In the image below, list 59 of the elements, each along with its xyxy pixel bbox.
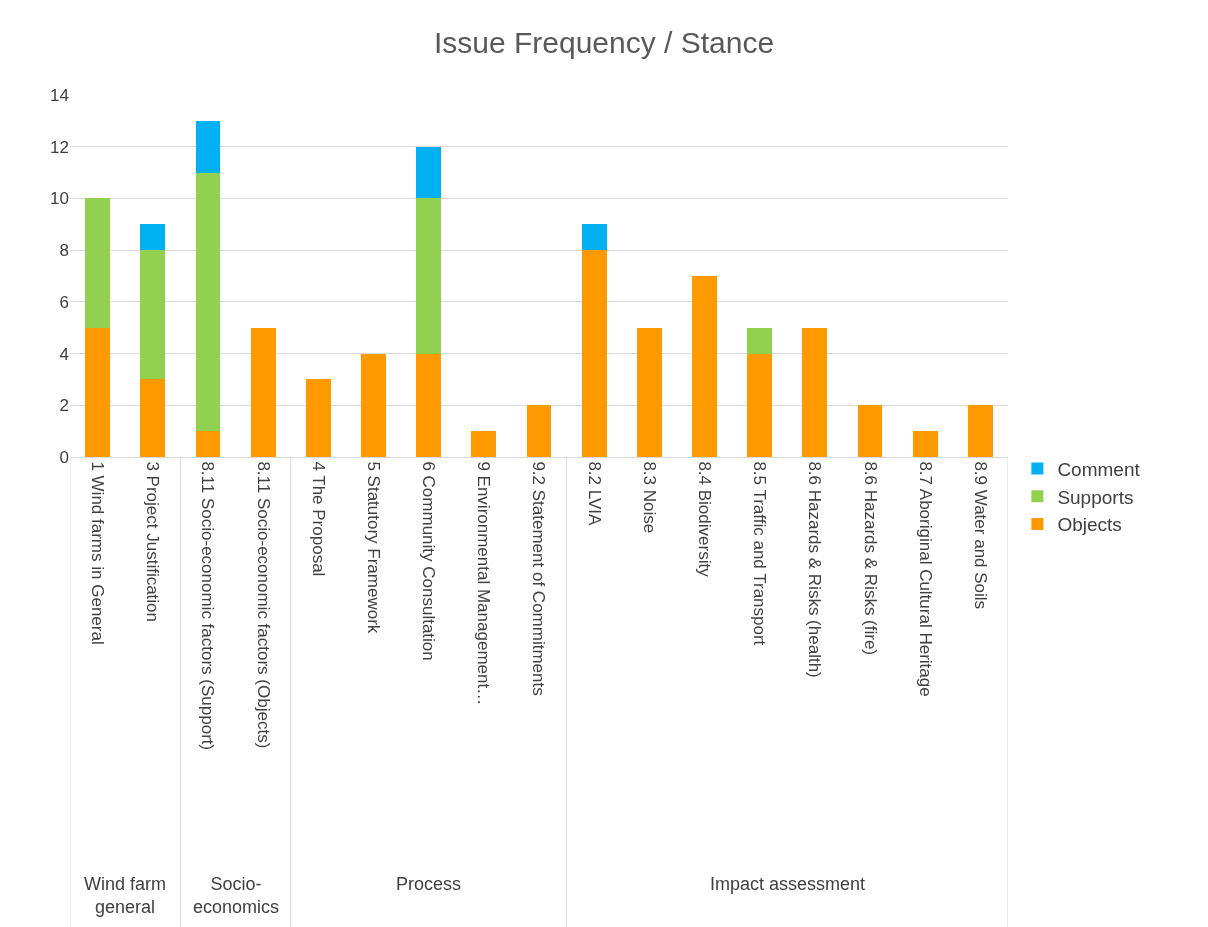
x-tick-label: 8.4 Biodiversity: [695, 461, 715, 578]
bar: [140, 224, 166, 251]
bar: [747, 327, 773, 354]
x-tick-label: 9.2 Statement of Commitments: [529, 461, 549, 696]
x-tick-label: 6 Community Consultation: [419, 461, 439, 661]
x-tick-label: 8.3 Noise: [639, 461, 659, 534]
bar: [305, 379, 331, 457]
bar: [581, 224, 607, 251]
bar: [140, 250, 166, 380]
x-tick-label: 8.7 Aboriginal Cultural Heritage: [915, 461, 935, 697]
chart-title: Issue Frequency / Stance: [433, 26, 775, 60]
legend-label: Supports: [1057, 486, 1134, 508]
x-tick-label: 8.6 Hazards & Risks (fire): [860, 461, 880, 656]
bar: [912, 431, 938, 457]
y-tick-label: 2: [59, 396, 69, 416]
bar: [85, 198, 110, 328]
y-tick-label: 8: [59, 241, 69, 261]
bar: [416, 353, 442, 457]
y-tick-label: 12: [50, 137, 69, 157]
bar: [636, 327, 662, 457]
legend-label: Objects: [1057, 514, 1122, 536]
x-tick-label: 8.6 Hazards & Risks (health): [805, 461, 825, 678]
text: Process: [396, 874, 462, 894]
x-tick-label: 4 The Proposal: [308, 461, 328, 577]
x-tick-label: 3 Project Justification: [143, 461, 163, 623]
x-tick-label: 5 Statutory Framework: [363, 461, 383, 634]
bar: [361, 353, 386, 457]
bar: [250, 327, 276, 457]
x-tick-label: 8.5 Traffic and Transport: [750, 461, 770, 646]
bar: [471, 431, 497, 457]
legend-label: Comment: [1057, 459, 1141, 481]
bar: [692, 276, 717, 457]
x-tick-label: 8.9 Water and Soils: [970, 461, 990, 610]
bar: [416, 146, 442, 199]
bar: [747, 353, 773, 457]
bar: [140, 379, 166, 457]
text: Wind farm general: [84, 874, 167, 918]
x-tick-label: 8.11 Socio-economic factors (Support): [198, 461, 218, 751]
bar: [526, 405, 552, 457]
bar: [416, 198, 442, 354]
bar: [195, 172, 221, 432]
text: Impact assessment: [710, 874, 866, 894]
x-tick-label: 1 Wind farms in General: [88, 461, 108, 645]
y-tick-label: 6: [59, 292, 69, 312]
bar: [857, 405, 883, 457]
bar: [802, 327, 828, 457]
y-tick-label: 0: [59, 447, 69, 467]
x-tick-label: 8.2 LVIA: [584, 461, 604, 527]
bar: [968, 405, 993, 457]
y-tick-label: 4: [59, 344, 69, 364]
x-tick-label: 9 Environmental Management…: [474, 461, 494, 706]
y-tick-label: 14: [50, 85, 69, 105]
bar: [581, 250, 607, 457]
x-tick-label: 8.11 Socio-economic factors (Objects): [253, 461, 273, 749]
bar: [195, 120, 221, 173]
text: Socio-economics: [193, 874, 280, 918]
y-tick-label: 10: [50, 189, 69, 209]
bar: [85, 327, 110, 457]
bar: [195, 431, 221, 457]
